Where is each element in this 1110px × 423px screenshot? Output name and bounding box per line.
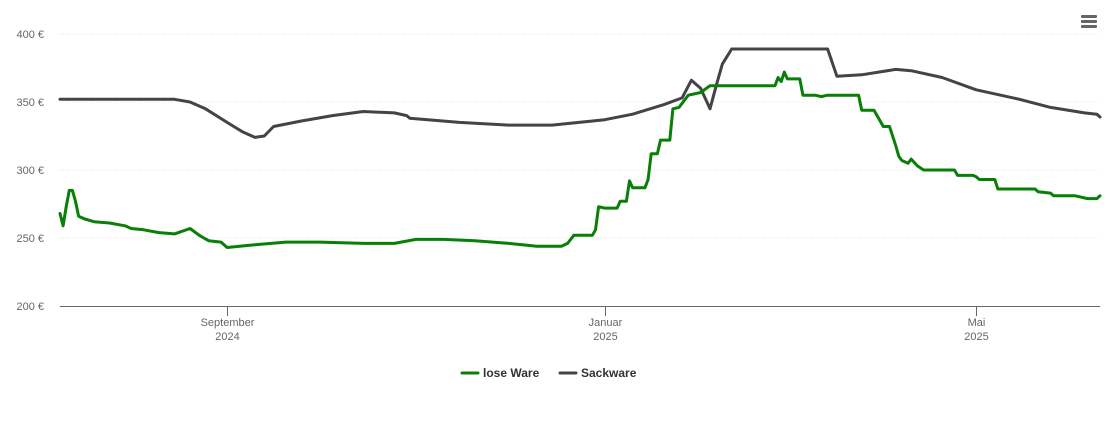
- grid-lines: [60, 33, 1100, 239]
- hamburger-icon: [1081, 15, 1097, 18]
- series-line-sackware: [58, 47, 1102, 139]
- legend-item-label: lose Ware: [483, 366, 540, 380]
- chart-menu-button[interactable]: [1074, 8, 1102, 34]
- y-tick-label: 300 €: [16, 165, 44, 177]
- axes: 200 € 250 € 300 € 350 € 400 € September 2024 Ja…: [16, 29, 1100, 343]
- x-tick-label: September: [201, 317, 255, 329]
- y-tick-label: 350 €: [16, 97, 44, 109]
- series-line-lose-ware: [58, 70, 1102, 249]
- x-tick-sublabel: 2025: [593, 331, 617, 343]
- x-tick-label: Januar: [589, 317, 623, 329]
- x-tick-sublabel: 2024: [215, 331, 239, 343]
- x-tick-label: Mai: [968, 317, 986, 329]
- hamburger-icon-bar: [1081, 20, 1097, 23]
- legend: lose Ware Sackware: [460, 366, 637, 380]
- series-lines: [58, 47, 1102, 249]
- y-tick-label: 400 €: [16, 29, 44, 41]
- legend-item-label: Sackware: [581, 366, 637, 380]
- y-tick-label: 200 €: [16, 301, 44, 313]
- y-tick-label: 250 €: [16, 233, 44, 245]
- x-tick-sublabel: 2025: [964, 331, 988, 343]
- hamburger-icon-bar: [1081, 25, 1097, 28]
